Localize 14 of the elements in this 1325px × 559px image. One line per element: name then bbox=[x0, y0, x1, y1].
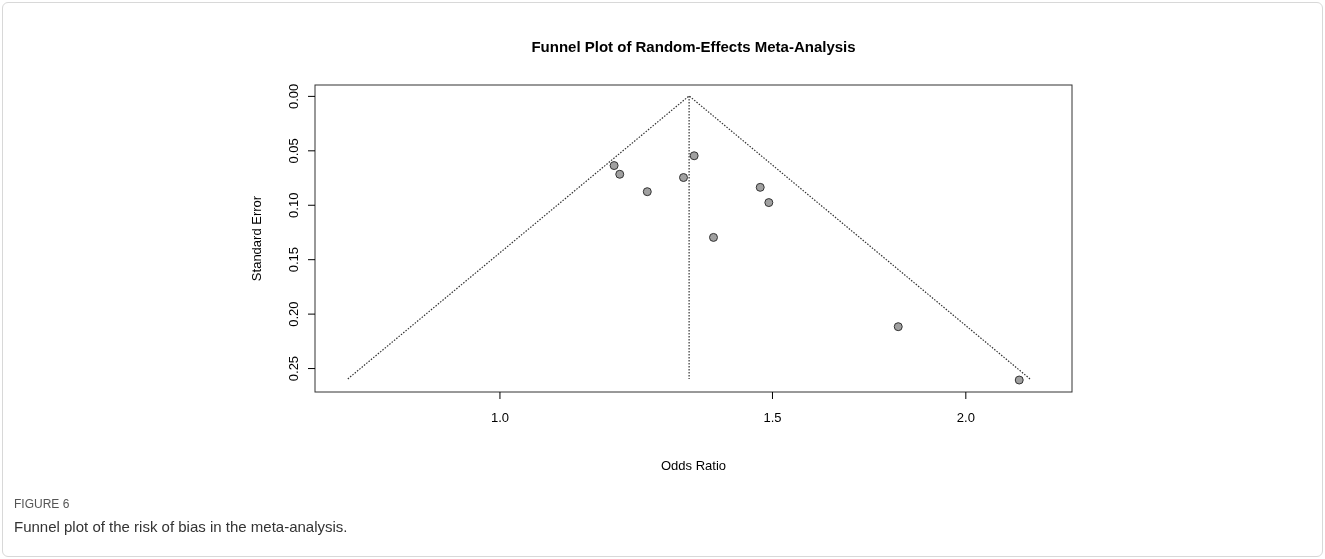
y-axis-title: Standard Error bbox=[249, 195, 264, 282]
x-tick-label: 1.5 bbox=[763, 410, 782, 426]
caption: FIGURE 6 bbox=[14, 497, 70, 511]
y-tick-label: 0.05 bbox=[285, 138, 301, 164]
chart-title: Funnel Plot of Random-Effects Meta-Analysis bbox=[531, 38, 856, 55]
y-tick-label: 0.20 bbox=[285, 301, 301, 327]
y-tick-label: 0.10 bbox=[285, 192, 301, 218]
x-tick-label: 1.0 bbox=[490, 410, 509, 426]
y-tick-label: 0.15 bbox=[285, 247, 301, 273]
y-tick-label: 0.25 bbox=[285, 355, 301, 382]
x-tick-label: 2.0 bbox=[956, 410, 975, 426]
y-tick-label: 0.00 bbox=[285, 83, 301, 110]
x-axis-title: Odds Ratio bbox=[660, 458, 727, 473]
text: Funnel plot of the risk of bias in the meta-analysis. bbox=[14, 518, 348, 535]
